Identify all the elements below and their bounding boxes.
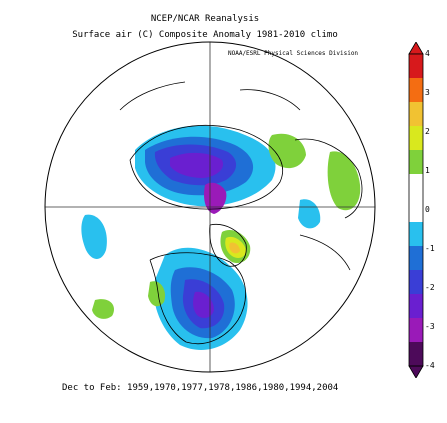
colorbar-arrow-bottom xyxy=(408,365,424,378)
anomaly-shading xyxy=(81,125,361,350)
colorbar-swatches xyxy=(408,42,424,378)
map-subtitle: Surface air (C) Composite Anomaly 1981-2… xyxy=(72,30,338,40)
colorbar-swatch xyxy=(409,318,423,343)
composite-years-caption: Dec to Feb: 1959,1970,1977,1978,1986,198… xyxy=(62,383,339,393)
colorbar-swatch xyxy=(409,342,423,367)
colorbar-swatch xyxy=(409,126,423,151)
colorbar-tick-label: -1 xyxy=(425,244,435,253)
colorbar xyxy=(408,42,424,378)
colorbar-swatch xyxy=(409,54,423,79)
coastlines xyxy=(119,81,363,345)
credit-label: NOAA/ESRL Physical Sciences Division xyxy=(228,50,359,57)
colorbar-tick-label: 4 xyxy=(425,49,430,58)
colorbar-tick-label: -4 xyxy=(425,361,435,370)
colorbar-swatch xyxy=(409,222,423,247)
map-title: NCEP/NCAR Reanalysis xyxy=(150,14,260,24)
colorbar-tick-label: 0 xyxy=(425,205,430,214)
colorbar-swatch xyxy=(409,294,423,319)
colorbar-arrow-top xyxy=(408,42,424,55)
colorbar-swatch xyxy=(409,78,423,103)
colorbar-tick-label: 2 xyxy=(425,127,430,136)
colorbar-swatch xyxy=(409,198,423,223)
colorbar-tick-label: 1 xyxy=(425,166,430,175)
colorbar-tick-label: -3 xyxy=(425,322,435,331)
colorbar-swatch xyxy=(409,246,423,271)
colorbar-tick-label: 3 xyxy=(425,88,430,97)
colorbar-swatch xyxy=(409,150,423,175)
colorbar-swatch xyxy=(409,270,423,295)
map-border xyxy=(44,41,376,373)
colorbar-swatch xyxy=(409,174,423,199)
colorbar-swatch xyxy=(409,102,423,127)
colorbar-tick-label: -2 xyxy=(425,283,435,292)
